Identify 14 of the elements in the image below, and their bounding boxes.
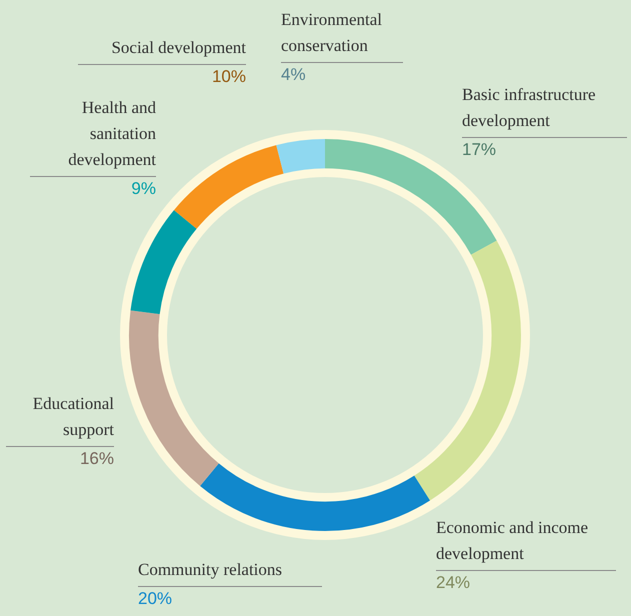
- slice-label: Environmental conservation: [281, 7, 403, 63]
- data-label: 4%: [281, 64, 307, 86]
- slice-label: Basic infrastructure development: [462, 82, 627, 138]
- slice-label: Health and sanitation development: [30, 95, 156, 177]
- data-label: 9%: [130, 178, 156, 200]
- slice-label: Economic and income development: [436, 515, 616, 571]
- data-label: 16%: [78, 448, 114, 470]
- data-label: 17%: [462, 139, 498, 161]
- data-label: 24%: [436, 572, 472, 594]
- data-label: 20%: [138, 588, 174, 610]
- slice-label: Social development: [78, 35, 246, 65]
- data-label: 10%: [210, 66, 246, 88]
- slice-label: Educational support: [6, 391, 114, 447]
- slice-label: Community relations: [138, 557, 322, 587]
